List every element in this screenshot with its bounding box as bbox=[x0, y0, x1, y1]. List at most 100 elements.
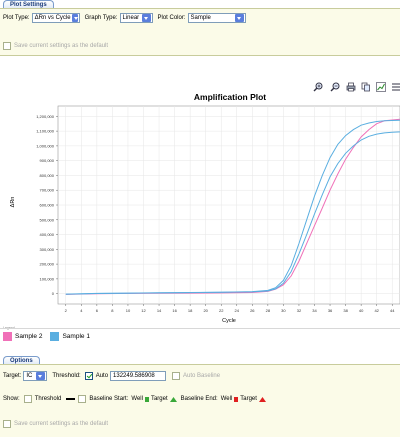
x-tick-label: 14 bbox=[157, 308, 162, 313]
chart-icon[interactable] bbox=[376, 82, 386, 92]
triangle-icon bbox=[169, 396, 177, 402]
y-tick-label: 300,000 bbox=[40, 247, 55, 252]
x-tick-label: 12 bbox=[141, 308, 146, 313]
show-threshold-checkbox[interactable] bbox=[23, 395, 32, 403]
threshold-input[interactable]: 132249.586908 bbox=[110, 371, 167, 381]
baseline-end-label: Baseline End: bbox=[180, 396, 218, 402]
chevron-down-icon[interactable] bbox=[141, 14, 151, 22]
show-label: Show: bbox=[3, 396, 20, 402]
x-tick-label: 4 bbox=[80, 308, 83, 313]
legend: Sample 2 Sample 1 bbox=[3, 332, 90, 341]
x-tick-label: 26 bbox=[250, 308, 255, 313]
options-threshold-row: Target: IC Threshold: Auto 132249.586908… bbox=[3, 371, 220, 381]
baseline-start-label: Baseline Start: bbox=[89, 396, 129, 402]
triangle-icon bbox=[258, 396, 266, 402]
legend-item-sample-2: Sample 2 bbox=[15, 333, 43, 340]
save-default-row: Save current settings as the default bbox=[3, 42, 108, 50]
x-tick-label: 8 bbox=[111, 308, 114, 313]
target-label-1: Target bbox=[150, 396, 168, 402]
x-tick-label: 2 bbox=[65, 308, 68, 313]
y-axis-label: ΔRn bbox=[10, 197, 16, 208]
x-tick-label: 30 bbox=[281, 308, 286, 313]
options-save-default-checkbox[interactable] bbox=[3, 420, 11, 428]
x-tick-label: 18 bbox=[188, 308, 193, 313]
chevron-down-icon[interactable] bbox=[36, 372, 46, 380]
plot-settings-panel: Plot Type: ΔRn vs Cycle Graph Type: Line… bbox=[0, 8, 400, 56]
threshold-line-icon bbox=[66, 398, 76, 400]
y-tick-label: 400,000 bbox=[40, 232, 55, 237]
copy-icon[interactable] bbox=[361, 82, 371, 92]
save-default-label: Save current settings as the default bbox=[14, 43, 109, 49]
x-tick-label: 32 bbox=[297, 308, 302, 313]
graph-type-label: Graph Type: bbox=[84, 15, 118, 21]
show-threshold-label: Threshold bbox=[34, 396, 62, 402]
print-icon[interactable] bbox=[346, 82, 356, 92]
legend-item-sample-1: Sample 1 bbox=[62, 333, 90, 340]
legend-swatch-sample-2 bbox=[3, 332, 12, 341]
chevron-down-icon[interactable] bbox=[234, 14, 244, 22]
zoom-in-icon[interactable] bbox=[313, 82, 323, 92]
auto-label: Auto bbox=[95, 373, 109, 379]
show-baseline-checkbox[interactable] bbox=[78, 395, 87, 403]
plot-settings-row: Plot Type: ΔRn vs Cycle Graph Type: Line… bbox=[3, 13, 251, 23]
x-tick-label: 20 bbox=[203, 308, 208, 313]
x-tick-label: 34 bbox=[312, 308, 317, 313]
x-tick-label: 40 bbox=[359, 308, 364, 313]
y-tick-label: 100,000 bbox=[40, 276, 55, 281]
x-axis-label: Cycle bbox=[222, 318, 236, 324]
auto-threshold-checkbox[interactable] bbox=[84, 372, 93, 380]
x-tick-label: 24 bbox=[235, 308, 240, 313]
auto-baseline-label: Auto Baseline bbox=[183, 373, 221, 379]
plot-color-select[interactable]: Sample bbox=[187, 13, 246, 23]
x-tick-label: 6 bbox=[96, 308, 99, 313]
plot-color-label: Plot Color: bbox=[157, 15, 186, 21]
well-marker-icon bbox=[234, 396, 239, 402]
x-tick-label: 16 bbox=[172, 308, 177, 313]
y-tick-label: 900,000 bbox=[40, 158, 55, 163]
y-tick-label: 1,200,000 bbox=[36, 114, 55, 119]
x-tick-label: 42 bbox=[374, 308, 379, 313]
list-icon[interactable] bbox=[391, 82, 400, 92]
y-tick-label: 800,000 bbox=[40, 173, 55, 178]
options-save-default-label: Save current settings as the default bbox=[14, 421, 109, 427]
y-tick-label: 700,000 bbox=[40, 188, 55, 193]
chevron-down-icon[interactable] bbox=[71, 14, 78, 22]
options-show-row: Show: Threshold Baseline Start: Well Tar… bbox=[3, 395, 266, 403]
auto-baseline-checkbox[interactable] bbox=[172, 372, 181, 380]
legend-divider bbox=[0, 328, 400, 329]
y-tick-label: 1,100,000 bbox=[36, 129, 55, 134]
target-label-2: Target bbox=[240, 396, 257, 402]
target-select[interactable]: IC bbox=[23, 371, 48, 381]
well-label-2: Well bbox=[220, 396, 233, 402]
graph-type-value: Linear bbox=[122, 15, 140, 21]
x-tick-label: 36 bbox=[328, 308, 333, 313]
plot-type-select[interactable]: ΔRn vs Cycle bbox=[31, 13, 80, 23]
tab-plot-settings[interactable]: Plot Settings bbox=[3, 0, 54, 9]
target-value: IC bbox=[26, 373, 33, 379]
series-line-3 bbox=[65, 131, 400, 295]
tab-options[interactable]: Options bbox=[3, 356, 40, 365]
options-panel: Target: IC Threshold: Auto 132249.586908… bbox=[0, 364, 400, 437]
plot-type-label: Plot Type: bbox=[3, 15, 30, 21]
x-tick-label: 44 bbox=[390, 308, 395, 313]
amplification-plot: Amplification Plot ΔRn Cycle 0 100,000 200… bbox=[10, 92, 400, 324]
target-label: Target: bbox=[3, 373, 22, 379]
save-default-checkbox[interactable] bbox=[3, 42, 11, 50]
options-save-row: Save current settings as the default bbox=[3, 420, 108, 428]
y-tick-label: 200,000 bbox=[40, 262, 55, 267]
well-label-1: Well bbox=[131, 396, 143, 402]
x-tick-label: 22 bbox=[219, 308, 224, 313]
threshold-label: Threshold: bbox=[52, 373, 81, 379]
plot-type-value: ΔRn vs Cycle bbox=[34, 15, 71, 21]
chart-title: Amplification Plot bbox=[194, 92, 266, 102]
x-tick-label: 10 bbox=[126, 308, 131, 313]
y-tick-label: 0 bbox=[52, 291, 55, 296]
legend-swatch-sample-1 bbox=[50, 332, 60, 341]
zoom-out-icon[interactable] bbox=[330, 82, 340, 92]
x-tick-label: 28 bbox=[266, 308, 271, 313]
y-tick-label: 500,000 bbox=[40, 217, 55, 222]
graph-type-select[interactable]: Linear bbox=[119, 13, 153, 23]
well-marker-icon bbox=[144, 396, 149, 402]
plot-color-value: Sample bbox=[190, 15, 211, 21]
y-tick-label: 1,000,000 bbox=[36, 143, 55, 148]
